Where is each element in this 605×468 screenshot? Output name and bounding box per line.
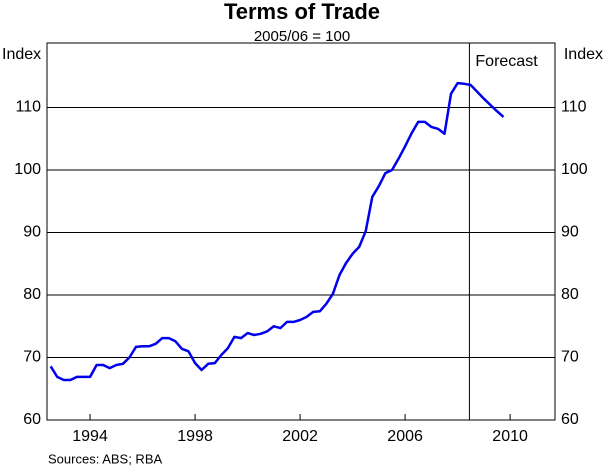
- x-tick-label: 2002: [282, 428, 318, 445]
- y2-tick-label: 70: [561, 349, 579, 366]
- y-tick-label: 60: [23, 411, 41, 428]
- y-tick-label: 70: [23, 349, 41, 366]
- y-tick-label: 100: [14, 161, 41, 178]
- y2-tick-label: 110: [561, 99, 587, 116]
- y-tick-label: 80: [23, 286, 41, 303]
- y-tick-label: 110: [15, 99, 41, 116]
- x-tick-label: 1998: [177, 428, 213, 445]
- forecast-label: Forecast: [475, 53, 538, 70]
- y2-axis-label: Index: [564, 46, 603, 63]
- chart-subtitle: 2005/06 = 100: [254, 28, 350, 45]
- x-tick-label: 2006: [387, 428, 423, 445]
- x-tick-label: 2010: [492, 428, 528, 445]
- y-tick-label: 90: [23, 224, 41, 241]
- chart-title: Terms of Trade: [224, 0, 380, 24]
- y-axis-label: Index: [2, 46, 41, 63]
- y2-tick-label: 80: [561, 286, 579, 303]
- y2-tick-label: 90: [561, 224, 579, 241]
- x-tick-label: 1994: [72, 428, 108, 445]
- source: Sources: ABS; RBA: [48, 451, 162, 466]
- data-line: [49, 81, 505, 382]
- y2-tick-label: 60: [561, 411, 579, 428]
- plot-frame: [46, 42, 556, 421]
- y2-tick-label: 100: [561, 161, 588, 178]
